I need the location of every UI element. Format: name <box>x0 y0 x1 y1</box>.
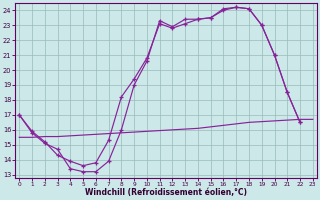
X-axis label: Windchill (Refroidissement éolien,°C): Windchill (Refroidissement éolien,°C) <box>85 188 247 197</box>
